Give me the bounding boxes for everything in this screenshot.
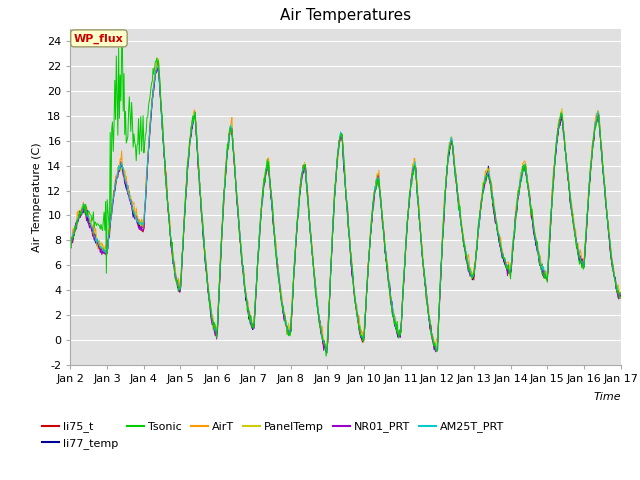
Tsonic (322, 353, 330, 359)
AirT (429, 335, 437, 340)
li77_temp (154, 64, 161, 70)
AirT (190, 110, 198, 116)
PanelTemp (155, 56, 163, 61)
Line: PanelTemp: PanelTemp (70, 59, 621, 349)
AirT (77, 207, 84, 213)
li77_temp (617, 295, 625, 301)
li75_t (413, 190, 421, 195)
AM25T_PRT (154, 62, 161, 68)
PanelTemp (430, 339, 438, 345)
NR01_PRT (77, 215, 84, 220)
li75_t (617, 291, 625, 297)
Line: li77_temp: li77_temp (70, 67, 621, 352)
NR01_PRT (219, 215, 227, 220)
PanelTemp (617, 289, 625, 295)
Line: AirT: AirT (70, 59, 621, 348)
Tsonic (77, 209, 84, 215)
li75_t (154, 62, 161, 68)
NR01_PRT (323, 350, 331, 356)
PanelTemp (67, 238, 74, 244)
Text: WP_flux: WP_flux (74, 33, 124, 44)
Line: li75_t: li75_t (70, 65, 621, 351)
li77_temp (414, 195, 422, 201)
NR01_PRT (67, 244, 74, 250)
AM25T_PRT (414, 196, 422, 202)
NR01_PRT (190, 115, 198, 120)
li75_t (190, 116, 198, 121)
AM25T_PRT (133, 219, 141, 225)
AirT (67, 238, 74, 243)
li77_temp (219, 215, 227, 220)
Tsonic (190, 120, 198, 125)
Tsonic (617, 294, 625, 300)
AM25T_PRT (323, 349, 331, 355)
NR01_PRT (617, 294, 625, 300)
Y-axis label: Air Temperature (C): Air Temperature (C) (31, 142, 42, 252)
Title: Air Temperatures: Air Temperatures (280, 9, 411, 24)
AirT (617, 295, 625, 300)
PanelTemp (190, 111, 198, 117)
NR01_PRT (414, 196, 422, 202)
li75_t (432, 348, 440, 354)
AM25T_PRT (617, 291, 625, 297)
AirT (431, 345, 438, 350)
AM25T_PRT (190, 113, 198, 119)
PanelTemp (321, 346, 328, 352)
PanelTemp (77, 209, 84, 215)
NR01_PRT (133, 220, 141, 226)
Line: Tsonic: Tsonic (70, 46, 621, 356)
li77_temp (322, 349, 330, 355)
Tsonic (118, 43, 125, 48)
AirT (219, 211, 227, 217)
Text: Time: Time (593, 392, 621, 402)
Tsonic (219, 218, 227, 224)
NR01_PRT (155, 64, 163, 70)
AirT (133, 213, 141, 218)
PanelTemp (414, 198, 422, 204)
NR01_PRT (430, 347, 438, 353)
AM25T_PRT (77, 211, 84, 217)
Line: AM25T_PRT: AM25T_PRT (70, 65, 621, 352)
Tsonic (430, 343, 438, 349)
Line: NR01_PRT: NR01_PRT (70, 67, 621, 353)
li75_t (67, 242, 74, 248)
li75_t (219, 216, 227, 222)
AM25T_PRT (219, 216, 227, 222)
Tsonic (67, 244, 74, 250)
AirT (413, 179, 421, 185)
PanelTemp (219, 213, 227, 219)
li77_temp (190, 116, 198, 121)
li77_temp (77, 213, 84, 218)
li77_temp (133, 216, 141, 222)
AirT (153, 56, 161, 62)
li75_t (429, 339, 437, 345)
Legend: li75_t, li77_temp, Tsonic, AirT, PanelTemp, NR01_PRT, AM25T_PRT: li75_t, li77_temp, Tsonic, AirT, PanelTe… (37, 417, 509, 453)
li75_t (77, 213, 84, 219)
AM25T_PRT (430, 342, 438, 348)
Tsonic (414, 198, 422, 204)
AM25T_PRT (67, 242, 74, 248)
li75_t (133, 216, 141, 221)
li77_temp (430, 342, 438, 348)
Tsonic (134, 140, 141, 146)
PanelTemp (133, 219, 141, 225)
li77_temp (67, 244, 74, 250)
